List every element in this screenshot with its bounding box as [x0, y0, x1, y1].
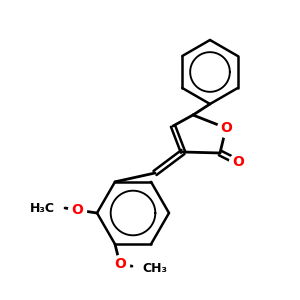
Text: H₃C: H₃C [30, 202, 55, 214]
Text: CH₃: CH₃ [142, 262, 167, 275]
Text: O: O [220, 121, 232, 135]
Text: O: O [71, 203, 83, 217]
Text: O: O [232, 155, 244, 169]
Text: O: O [114, 257, 126, 271]
